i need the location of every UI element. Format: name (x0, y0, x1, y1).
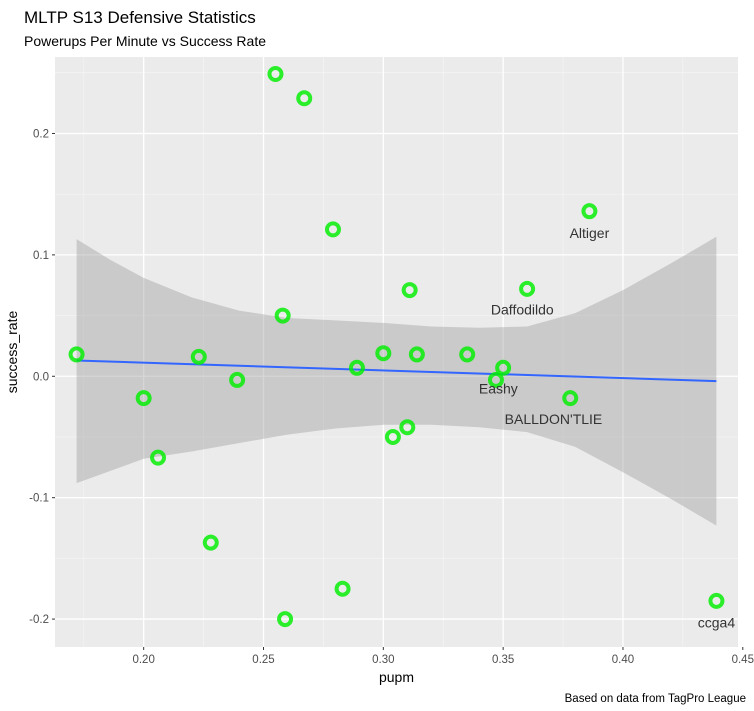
data-point (334, 580, 351, 597)
point-labels: Altiger Daffodildo Eashy BALLDON'TLIE ccga4 (479, 225, 735, 631)
x-tick-label: 0.40 (612, 654, 634, 666)
data-point (562, 390, 579, 407)
y-axis-title: success_rate (4, 311, 20, 394)
data-point (150, 449, 167, 466)
data-point (708, 592, 725, 609)
data-point (459, 346, 476, 363)
data-point (519, 280, 536, 297)
y-tick-label: 0.2 (33, 128, 49, 140)
data-point (348, 359, 365, 376)
data-point (581, 203, 598, 220)
chart-caption: Based on data from TagPro League (565, 693, 746, 705)
major-gridlines (55, 57, 744, 647)
data-point (401, 282, 418, 299)
data-point (375, 345, 392, 362)
x-axis-title: pupm (379, 669, 414, 685)
regression-line (76, 359, 717, 383)
y-tick-label: -0.2 (29, 614, 49, 626)
data-point (68, 346, 85, 363)
data-point (487, 371, 504, 388)
chart-subtitle: Powerups Per Minute vs Success Rate (24, 33, 266, 49)
x-tick-label: 0.20 (132, 654, 154, 666)
data-point (277, 611, 294, 628)
point-label: Eashy (479, 380, 518, 396)
data-point (296, 90, 313, 107)
data-point (384, 428, 401, 445)
data-point (229, 371, 246, 388)
x-tick-label: 0.25 (252, 654, 274, 666)
x-axis-ticks: 0.20 0.25 0.30 0.35 0.40 0.45 (132, 647, 754, 666)
data-point (324, 221, 341, 238)
x-tick-label: 0.35 (492, 654, 514, 666)
point-label: BALLDON'TLIE (505, 411, 603, 427)
y-tick-label: 0.0 (33, 371, 49, 383)
data-point (190, 348, 207, 365)
point-label: Altiger (570, 225, 610, 241)
data-point (495, 359, 512, 376)
y-axis-ticks: -0.2 -0.1 0.0 0.1 0.2 (29, 128, 55, 626)
point-label: Daffodildo (491, 302, 554, 318)
data-point (202, 534, 219, 551)
x-tick-label: 0.45 (732, 654, 754, 666)
data-point (408, 346, 425, 363)
plot-panel (55, 57, 738, 647)
y-tick-label: -0.1 (29, 493, 49, 505)
y-tick-label: 0.1 (33, 250, 49, 262)
chart-title: MLTP S13 Defensive Statistics (24, 8, 256, 27)
point-label: ccga4 (698, 615, 736, 631)
data-point (267, 65, 284, 82)
data-points (68, 65, 725, 628)
confidence-band (76, 236, 717, 526)
data-point (135, 390, 152, 407)
x-tick-label: 0.30 (372, 654, 394, 666)
data-point (399, 419, 416, 436)
data-point (274, 307, 291, 324)
